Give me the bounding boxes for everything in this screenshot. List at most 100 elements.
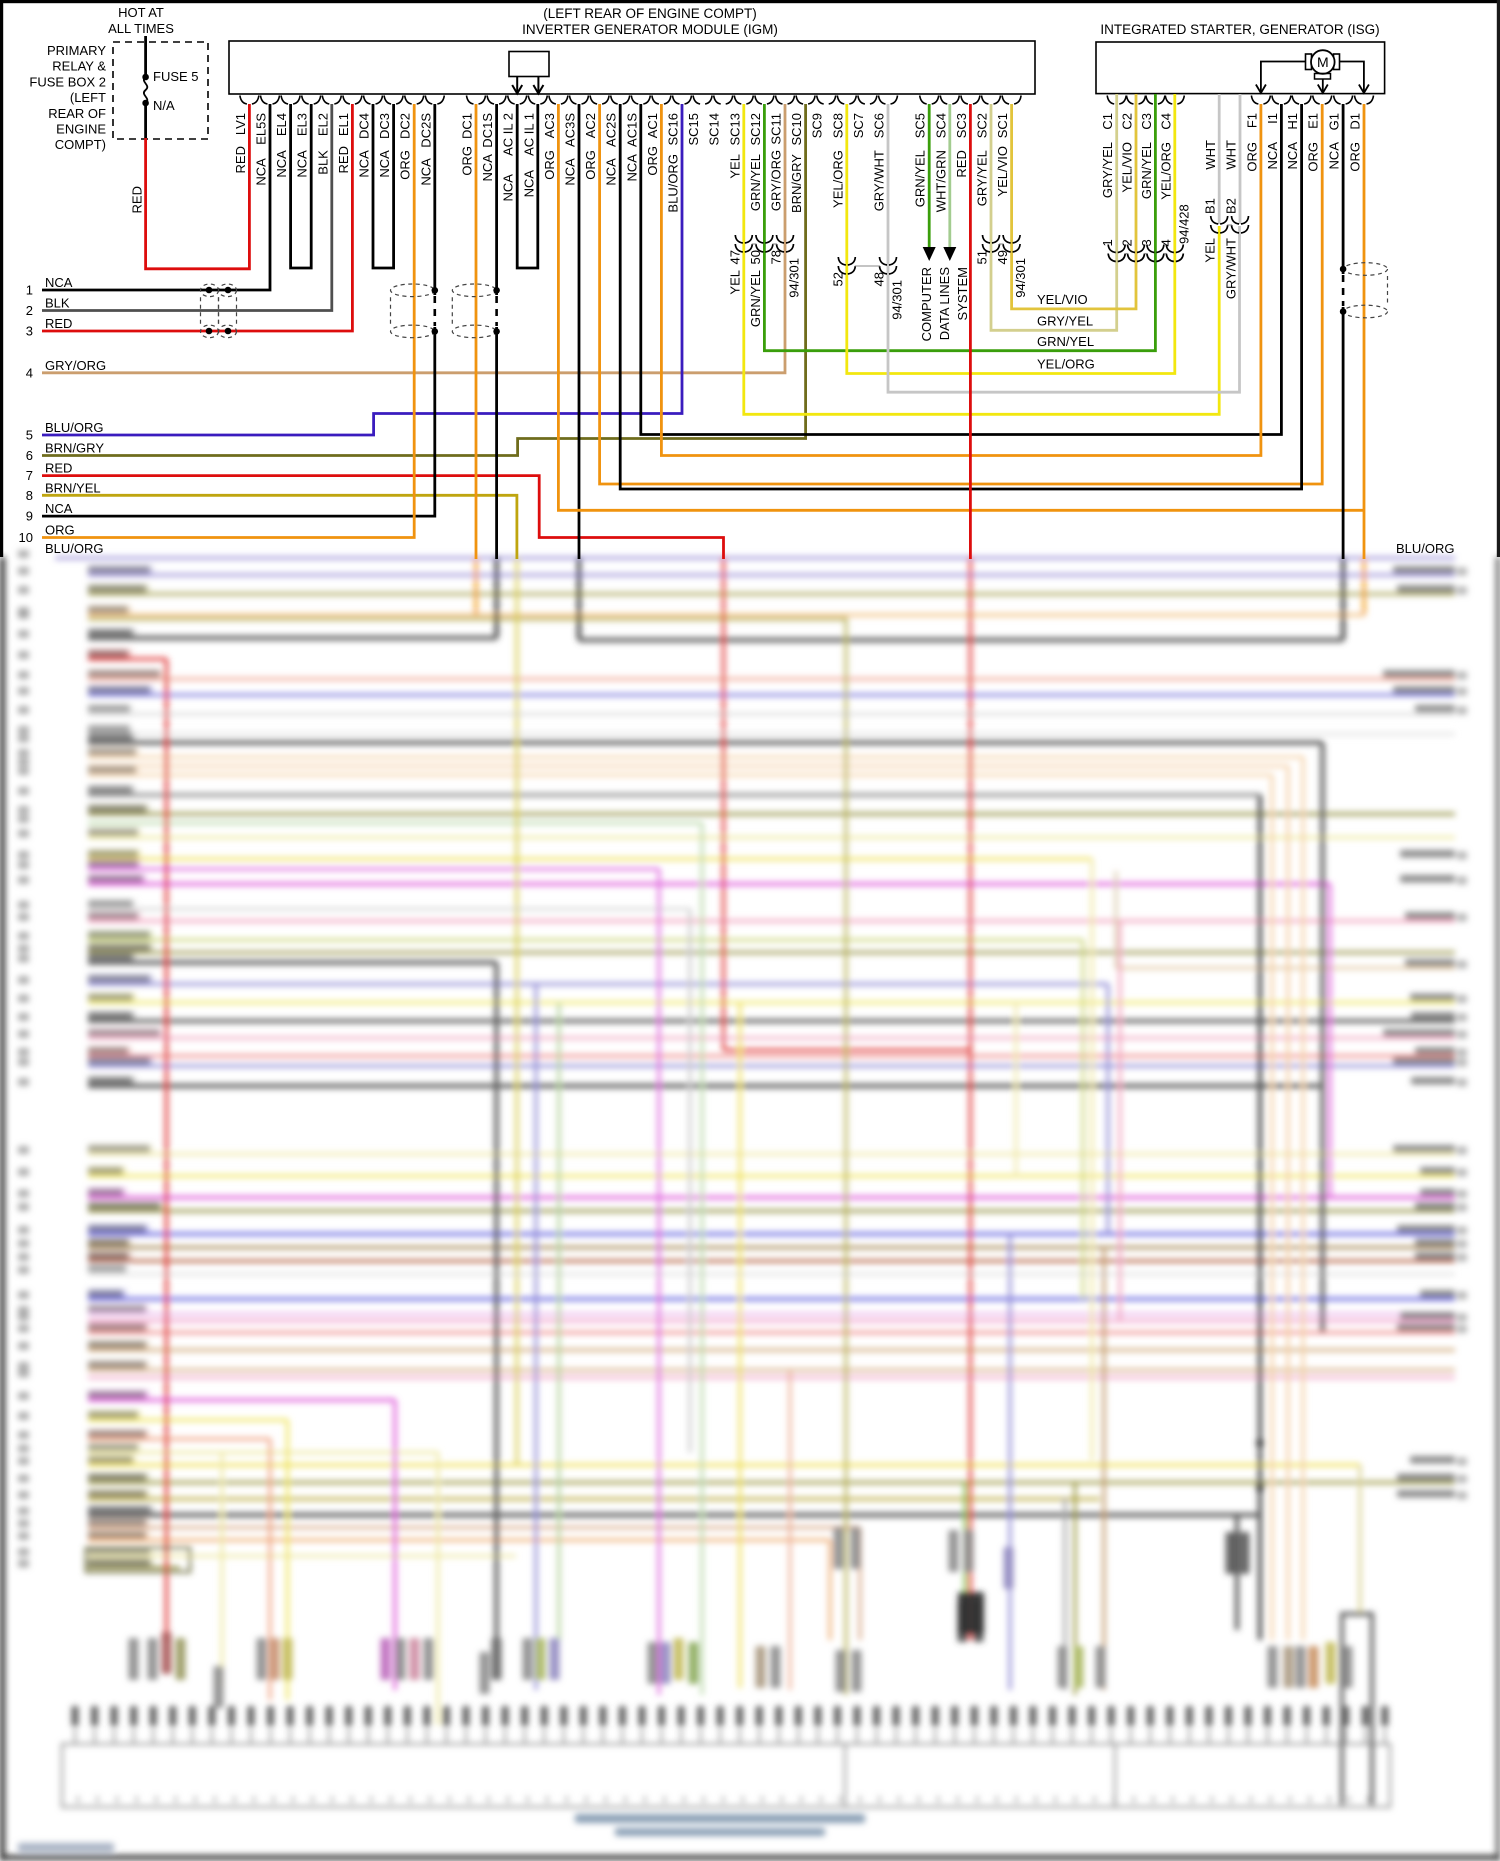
svg-text:EL4: EL4: [274, 113, 289, 136]
svg-text:52: 52: [830, 272, 845, 286]
svg-text:B2: B2: [1224, 198, 1239, 214]
svg-text:ORG: ORG: [398, 150, 413, 180]
svg-text:ORG: ORG: [1306, 142, 1321, 172]
svg-text:WHT: WHT: [1203, 140, 1218, 170]
svg-text:EL1: EL1: [336, 113, 351, 136]
svg-text:YEL/VIO: YEL/VIO: [1120, 142, 1135, 193]
svg-text:GRN/YEL: GRN/YEL: [748, 270, 763, 327]
svg-text:8: 8: [26, 488, 33, 503]
svg-text:AC IL 2: AC IL 2: [501, 113, 516, 156]
svg-text:INTEGRATED STARTER, GENERATOR: INTEGRATED STARTER, GENERATOR (ISG): [1100, 22, 1379, 37]
svg-text:SC4: SC4: [933, 113, 948, 138]
svg-text:AC IL 1: AC IL 1: [521, 113, 536, 156]
svg-text:COMPT): COMPT): [55, 137, 106, 152]
svg-text:NCA: NCA: [1285, 142, 1300, 170]
svg-text:SC8: SC8: [830, 113, 845, 138]
svg-text:INVERTER GENERATOR MODULE (IGM: INVERTER GENERATOR MODULE (IGM): [522, 22, 778, 37]
svg-text:GRY/ORG: GRY/ORG: [45, 358, 106, 373]
svg-text:SC10: SC10: [789, 113, 804, 146]
svg-text:N/A: N/A: [153, 98, 175, 113]
svg-text:E1: E1: [1306, 113, 1321, 129]
svg-text:DC1S: DC1S: [480, 113, 495, 148]
svg-text:GRN/YEL: GRN/YEL: [1037, 334, 1094, 349]
svg-text:49: 49: [995, 250, 1010, 264]
svg-text:BLK: BLK: [45, 296, 70, 311]
svg-text:COMPUTER: COMPUTER: [919, 267, 934, 341]
svg-text:ORG: ORG: [645, 146, 660, 176]
svg-text:5: 5: [26, 428, 33, 443]
svg-text:DC4: DC4: [357, 113, 372, 139]
svg-text:C2: C2: [1120, 113, 1135, 130]
svg-text:YEL: YEL: [727, 270, 742, 295]
svg-text:YEL/ORG: YEL/ORG: [1037, 357, 1095, 372]
svg-text:BLU/ORG: BLU/ORG: [45, 420, 104, 435]
svg-text:SC12: SC12: [748, 113, 763, 146]
svg-text:AC1S: AC1S: [624, 113, 639, 147]
svg-text:ORG: ORG: [542, 150, 557, 180]
svg-text:NCA: NCA: [274, 150, 289, 178]
svg-text:GRN/YEL: GRN/YEL: [748, 154, 763, 211]
svg-text:GRY/WHT: GRY/WHT: [1224, 238, 1239, 299]
svg-text:(LEFT REAR OF ENGINE COMPT): (LEFT REAR OF ENGINE COMPT): [543, 6, 757, 21]
svg-text:SC15: SC15: [686, 113, 701, 146]
svg-text:78: 78: [769, 250, 784, 264]
svg-text:GRY/YEL: GRY/YEL: [1037, 314, 1093, 329]
svg-text:50: 50: [748, 250, 763, 264]
svg-text:EL3: EL3: [295, 113, 310, 136]
svg-text:NCA: NCA: [1327, 142, 1342, 170]
svg-text:94/428: 94/428: [1176, 204, 1191, 244]
svg-text:I1: I1: [1265, 113, 1280, 124]
svg-text:YEL/VIO: YEL/VIO: [995, 146, 1010, 197]
svg-text:1: 1: [1100, 239, 1115, 246]
svg-text:NCA: NCA: [357, 150, 372, 178]
svg-text:ORG: ORG: [583, 150, 598, 180]
svg-text:ORG: ORG: [45, 523, 75, 538]
svg-text:4: 4: [1158, 239, 1173, 246]
svg-text:NCA: NCA: [418, 158, 433, 186]
svg-text:BRN/YEL: BRN/YEL: [45, 480, 101, 495]
svg-text:RED: RED: [45, 316, 72, 331]
svg-text:RELAY &: RELAY &: [52, 59, 106, 74]
svg-text:6: 6: [26, 448, 33, 463]
svg-text:RED: RED: [954, 150, 969, 177]
svg-text:SC5: SC5: [913, 113, 928, 138]
svg-text:9: 9: [26, 509, 33, 524]
svg-text:1: 1: [26, 283, 33, 298]
svg-text:7: 7: [26, 468, 33, 483]
svg-text:47: 47: [727, 250, 742, 264]
svg-text:SC16: SC16: [666, 113, 681, 146]
svg-text:AC1: AC1: [645, 113, 660, 138]
svg-text:D1: D1: [1348, 113, 1363, 130]
svg-text:RED: RED: [336, 146, 351, 173]
svg-text:WHT: WHT: [1224, 140, 1239, 170]
svg-text:51: 51: [975, 250, 990, 264]
svg-text:B1: B1: [1203, 198, 1218, 214]
svg-text:YEL/ORG: YEL/ORG: [1158, 142, 1173, 200]
svg-text:H1: H1: [1285, 113, 1300, 130]
svg-text:3: 3: [26, 324, 33, 339]
svg-text:NCA: NCA: [563, 158, 578, 186]
svg-text:SC14: SC14: [707, 113, 722, 146]
svg-text:BLU/ORG: BLU/ORG: [45, 541, 104, 556]
svg-text:C1: C1: [1100, 113, 1115, 130]
svg-text:AC2: AC2: [583, 113, 598, 138]
svg-text:SC7: SC7: [851, 113, 866, 138]
svg-text:GRY/WHT: GRY/WHT: [872, 150, 887, 211]
svg-text:NCA: NCA: [624, 154, 639, 182]
svg-text:GRN/YEL: GRN/YEL: [913, 150, 928, 207]
svg-text:DATA LINES: DATA LINES: [937, 267, 952, 341]
svg-text:G1: G1: [1327, 113, 1342, 130]
svg-text:PRIMARY: PRIMARY: [47, 43, 106, 58]
svg-text:DC2: DC2: [398, 113, 413, 139]
svg-text:WHT/GRN: WHT/GRN: [933, 150, 948, 212]
svg-text:ORG: ORG: [1348, 142, 1363, 172]
svg-text:NCA: NCA: [45, 275, 73, 290]
svg-text:94/301: 94/301: [787, 258, 802, 298]
svg-text:SC2: SC2: [975, 113, 990, 138]
svg-text:GRN/YEL: GRN/YEL: [1139, 142, 1154, 199]
svg-text:NCA: NCA: [377, 150, 392, 178]
svg-text:NCA: NCA: [604, 158, 619, 186]
svg-text:ENGINE: ENGINE: [56, 122, 106, 137]
svg-text:RED: RED: [233, 146, 248, 173]
svg-text:DC1: DC1: [460, 113, 475, 139]
